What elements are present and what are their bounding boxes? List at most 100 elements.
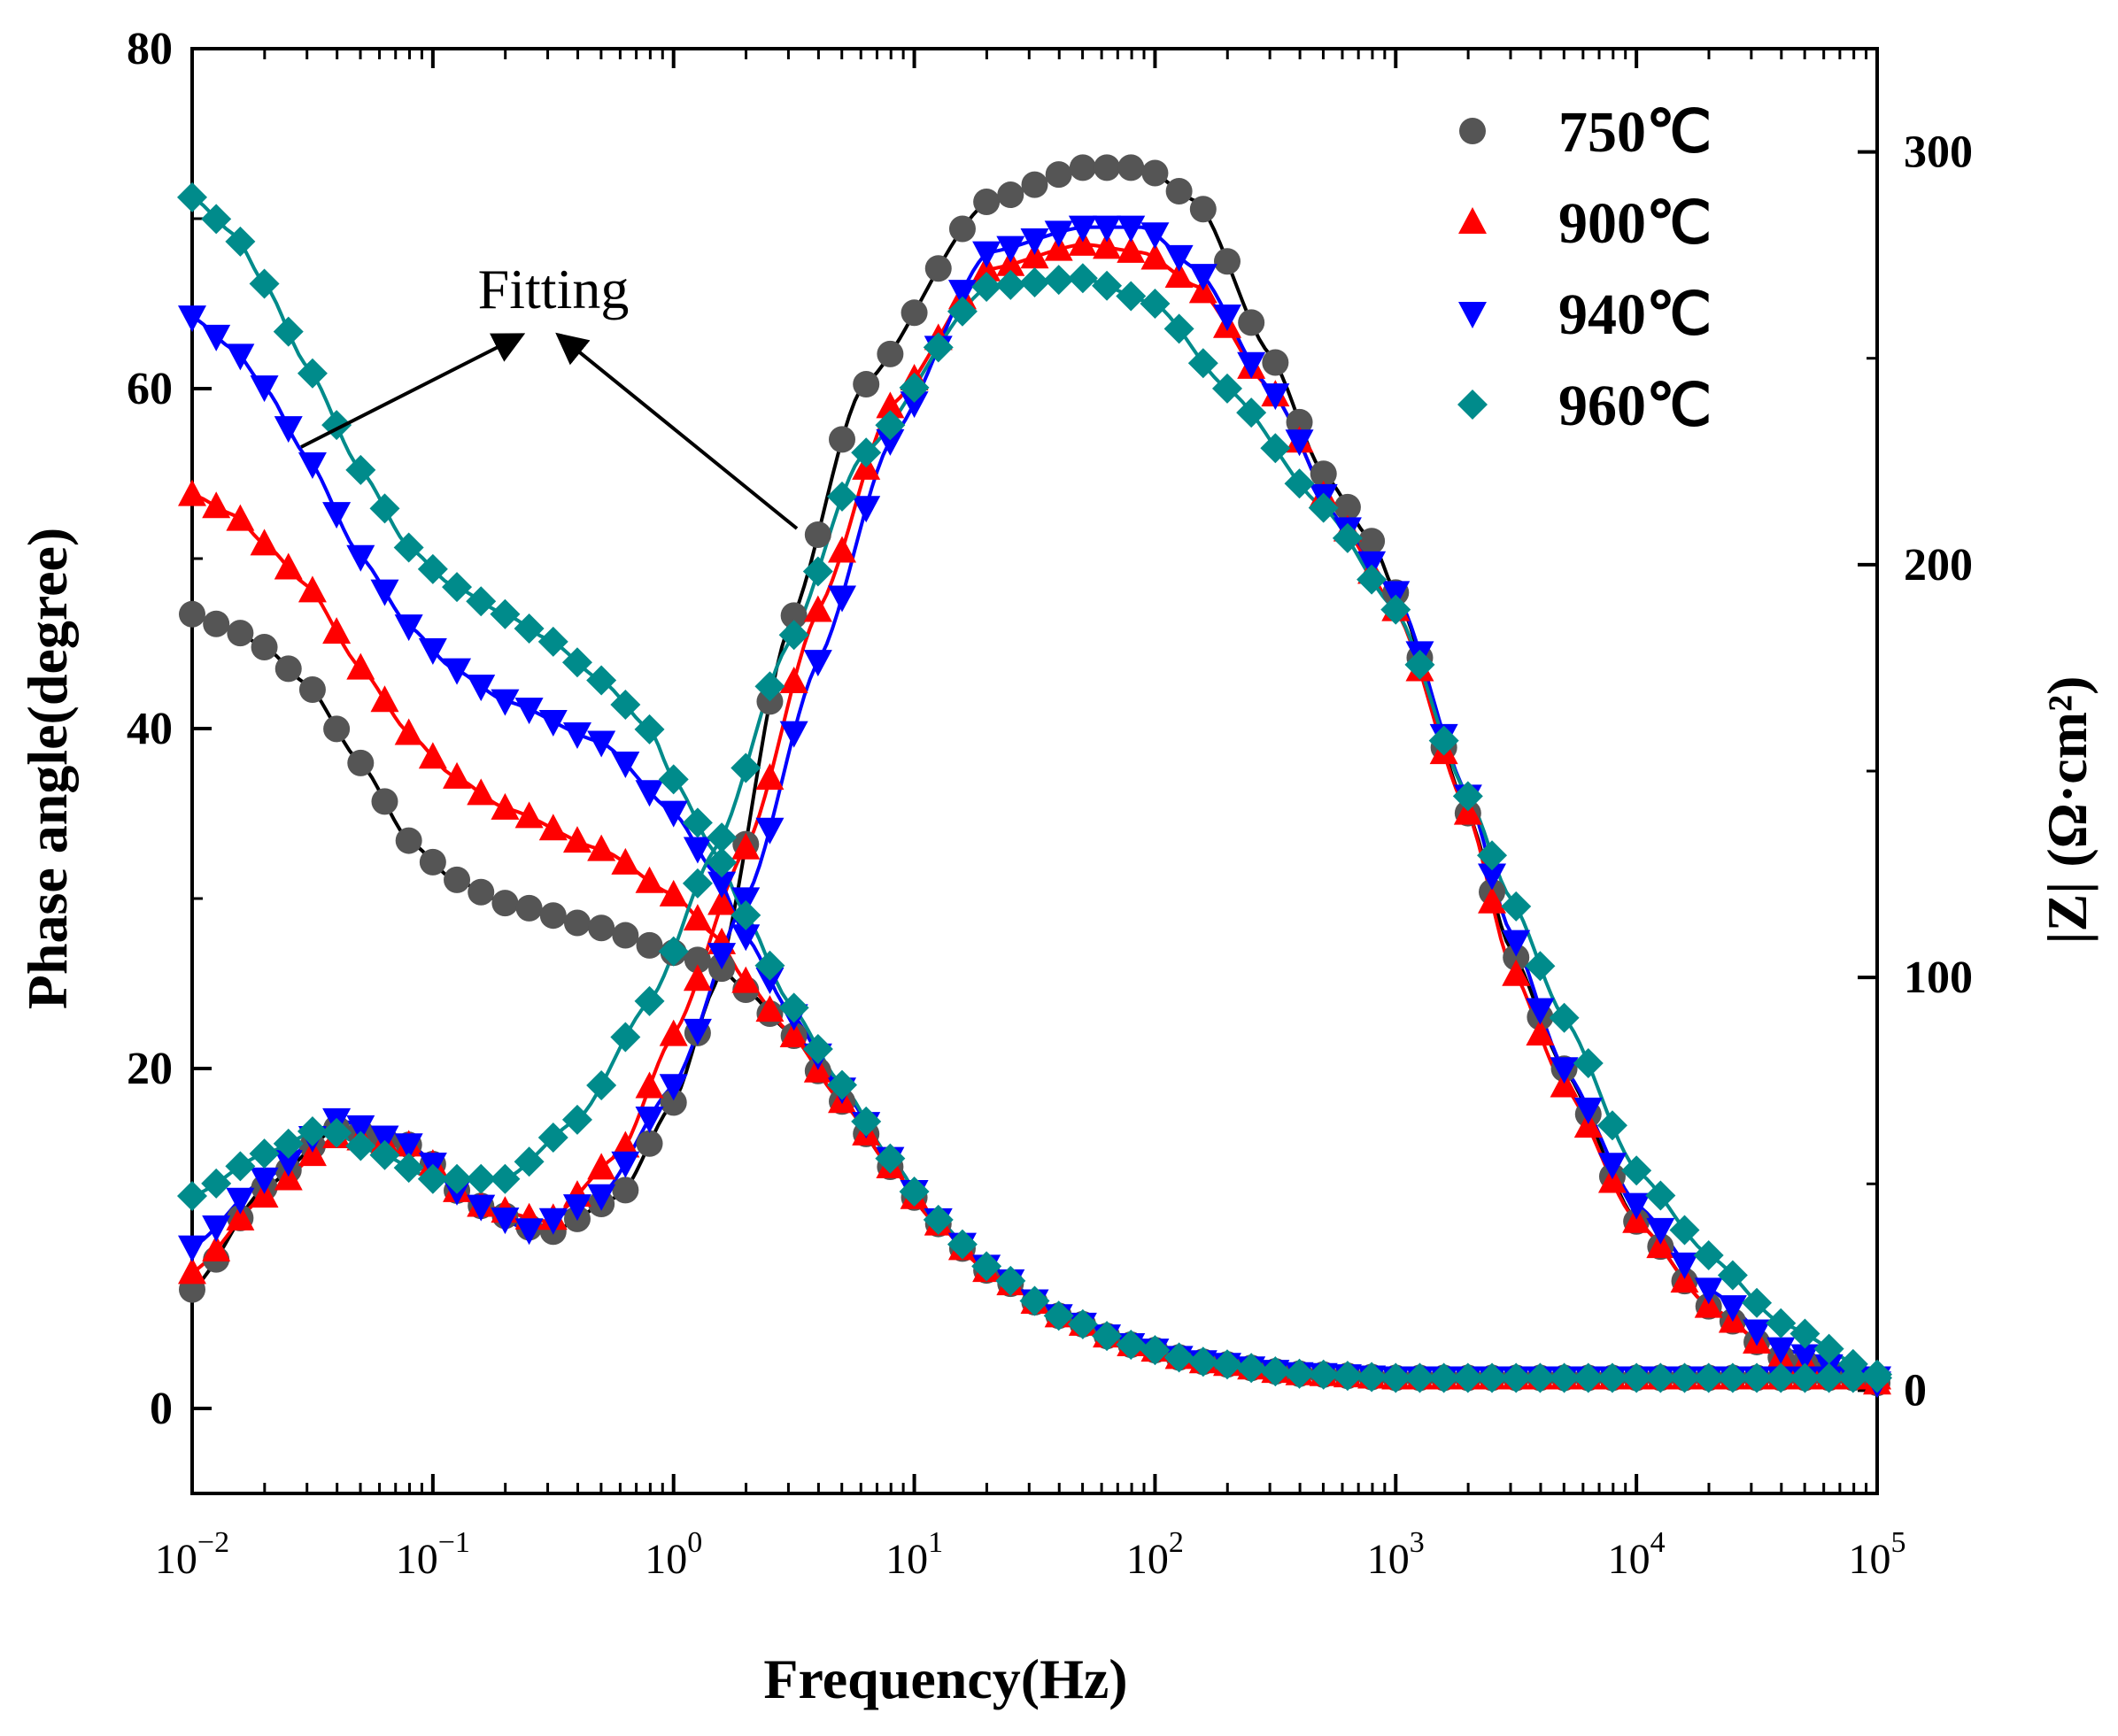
data-point-impedance-diamond xyxy=(1789,1362,1820,1393)
fitting-arrow-right xyxy=(555,332,799,530)
data-point-impedance-triangle-up xyxy=(731,966,761,993)
data-point-phase-diamond xyxy=(1525,951,1556,982)
data-point-phase-triangle-down xyxy=(1622,1192,1651,1220)
data-point-phase-triangle-up xyxy=(707,888,737,915)
data-point-impedance-diamond xyxy=(1163,1342,1194,1373)
data-point-phase-triangle-down xyxy=(1646,1217,1675,1245)
data-point-phase-triangle-down xyxy=(1743,1319,1772,1346)
data-point-impedance-diamond xyxy=(1837,1362,1868,1393)
data-point-impedance-diamond xyxy=(995,1265,1026,1296)
data-point-impedance-triangle-down xyxy=(274,416,303,444)
data-point-impedance-diamond xyxy=(297,358,328,389)
data-point-phase-diamond xyxy=(995,269,1026,300)
data-point-impedance-triangle-up xyxy=(250,529,279,556)
data-point-phase-diamond xyxy=(1669,1215,1700,1246)
data-point-phase-triangle-up xyxy=(876,391,905,419)
data-point-phase-triangle-up xyxy=(731,832,761,860)
data-point-phase-triangle-up xyxy=(1622,1206,1651,1233)
data-point-phase-triangle-down xyxy=(876,428,905,456)
data-point-phase-circle xyxy=(1238,309,1265,336)
data-point-phase-diamond xyxy=(1308,492,1339,523)
data-point-impedance-diamond xyxy=(1573,1362,1604,1393)
data-point-impedance-triangle-up xyxy=(226,504,255,531)
data-point-phase-triangle-down xyxy=(1188,264,1217,291)
data-point-phase-diamond xyxy=(1116,281,1147,312)
data-point-impedance-diamond xyxy=(177,181,207,212)
data-point-phase-triangle-up xyxy=(1044,234,1073,261)
data-point-impedance-diamond xyxy=(1067,1308,1098,1339)
data-point-phase-diamond xyxy=(1645,1180,1676,1211)
data-point-impedance-circle xyxy=(203,610,230,637)
data-point-impedance-diamond xyxy=(201,204,232,235)
data-point-phase-circle xyxy=(1503,944,1530,971)
data-point-phase-triangle-down xyxy=(611,1151,640,1178)
data-point-impedance-diamond xyxy=(514,613,545,644)
data-point-phase-triangle-down xyxy=(1261,383,1290,411)
data-point-phase-triangle-down xyxy=(467,1194,496,1222)
data-point-impedance-triangle-up xyxy=(178,479,206,506)
data-point-impedance-diamond xyxy=(1669,1362,1700,1393)
data-point-phase-triangle-down xyxy=(491,1207,520,1235)
data-point-impedance-triangle-down xyxy=(298,452,327,480)
data-point-impedance-triangle-down xyxy=(491,689,520,716)
data-point-phase-diamond xyxy=(1428,725,1459,756)
data-point-phase-triangle-up xyxy=(1573,1111,1603,1138)
data-point-impedance-circle xyxy=(563,909,591,937)
data-point-impedance-triangle-up xyxy=(587,834,616,861)
data-point-phase-circle xyxy=(1358,528,1386,555)
data-point-impedance-diamond xyxy=(1260,1356,1291,1387)
data-point-impedance-diamond xyxy=(345,454,376,485)
data-point-phase-triangle-down xyxy=(828,585,857,613)
data-point-impedance-diamond xyxy=(1596,1362,1627,1393)
legend-marker-diamond xyxy=(1457,390,1488,420)
data-point-phase-circle xyxy=(1021,171,1048,198)
data-point-impedance-triangle-down xyxy=(562,721,591,749)
data-point-impedance-diamond xyxy=(875,1143,906,1174)
x-tick-exponent: 2 xyxy=(1169,1526,1184,1559)
x-axis-title: Frequency(Hz) xyxy=(763,1647,1127,1710)
x-tick-exponent: 4 xyxy=(1650,1526,1666,1559)
data-point-phase-triangle-down xyxy=(1068,215,1097,243)
data-point-phase-circle xyxy=(948,215,976,243)
legend-label: 940℃ xyxy=(1558,282,1712,347)
x-tick-label: 105 xyxy=(1849,1526,1906,1583)
data-point-impedance-diamond xyxy=(1813,1362,1844,1393)
data-point-phase-diamond xyxy=(1236,397,1267,428)
data-point-phase-triangle-down xyxy=(1502,930,1531,957)
data-point-impedance-diamond xyxy=(442,572,473,603)
legend-label: 960℃ xyxy=(1558,374,1712,438)
data-point-phase-diamond xyxy=(586,1070,617,1101)
data-point-impedance-diamond xyxy=(1717,1362,1748,1393)
data-point-phase-triangle-down xyxy=(250,1167,279,1194)
data-point-impedance-circle xyxy=(468,878,495,906)
data-point-impedance-circle xyxy=(515,894,543,922)
annotation-layer: Fitting xyxy=(300,258,799,530)
data-point-phase-diamond xyxy=(875,410,906,441)
data-point-phase-triangle-down xyxy=(1237,351,1266,379)
data-point-phase-circle xyxy=(1286,408,1313,436)
data-point-phase-triangle-up xyxy=(972,254,1001,282)
data-point-phase-diamond xyxy=(730,752,761,783)
data-point-impedance-diamond xyxy=(1501,1362,1532,1393)
data-point-phase-triangle-up xyxy=(996,249,1025,276)
data-point-impedance-diamond xyxy=(778,992,809,1023)
legend-marker-triangle-down xyxy=(1458,302,1487,328)
data-point-phase-diamond xyxy=(682,868,713,899)
x-tick-label: 102 xyxy=(1126,1526,1184,1583)
data-point-impedance-circle xyxy=(612,922,639,949)
data-point-phase-diamond xyxy=(249,1138,280,1169)
data-point-phase-circle xyxy=(1165,177,1193,204)
data-point-phase-diamond xyxy=(1187,348,1218,379)
data-point-phase-triangle-down xyxy=(852,496,881,523)
data-point-impedance-triangle-down xyxy=(587,730,616,758)
data-point-phase-diamond xyxy=(369,1139,400,1170)
x-tick-base: 10 xyxy=(396,1536,438,1583)
data-point-phase-circle xyxy=(1262,349,1289,376)
data-point-phase-circle xyxy=(612,1177,639,1204)
fitting-annotation-label: Fitting xyxy=(478,258,630,320)
data-point-phase-triangle-up xyxy=(779,667,808,694)
data-point-phase-diamond xyxy=(802,556,833,587)
data-point-impedance-diamond xyxy=(754,950,785,981)
data-point-phase-diamond xyxy=(1573,1048,1604,1079)
